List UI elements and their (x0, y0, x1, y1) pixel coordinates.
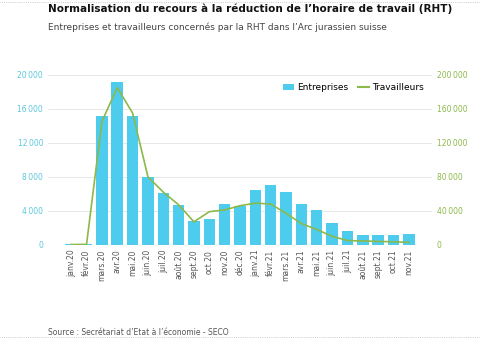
Bar (234, 206, 246, 245)
Bar (342, 231, 353, 245)
Bar (250, 190, 261, 245)
Bar (188, 221, 200, 245)
Bar (265, 185, 276, 245)
Bar (357, 235, 369, 245)
Bar (65, 244, 77, 245)
Bar (173, 205, 184, 245)
Text: Source : Secrétariat d’Etat à l’économie - SECO: Source : Secrétariat d’Etat à l’économie… (48, 328, 228, 337)
Bar (204, 219, 215, 245)
Bar (219, 204, 230, 245)
Bar (96, 116, 108, 245)
Bar (326, 223, 338, 245)
Bar (157, 193, 169, 245)
Text: Entreprises et travailleurs concernés par la RHT dans l’Arc jurassien suisse: Entreprises et travailleurs concernés pa… (48, 22, 387, 32)
Bar (372, 235, 384, 245)
Bar (280, 192, 292, 245)
Text: Normalisation du recours à la réduction de l’horaire de travail (RHT): Normalisation du recours à la réduction … (48, 3, 452, 14)
Bar (111, 82, 123, 245)
Legend: Entreprises, Travailleurs: Entreprises, Travailleurs (279, 79, 428, 96)
Bar (311, 210, 323, 245)
Bar (296, 204, 307, 245)
Bar (81, 243, 92, 245)
Bar (127, 116, 138, 245)
Bar (403, 234, 415, 245)
Bar (142, 177, 154, 245)
Bar (388, 235, 399, 245)
